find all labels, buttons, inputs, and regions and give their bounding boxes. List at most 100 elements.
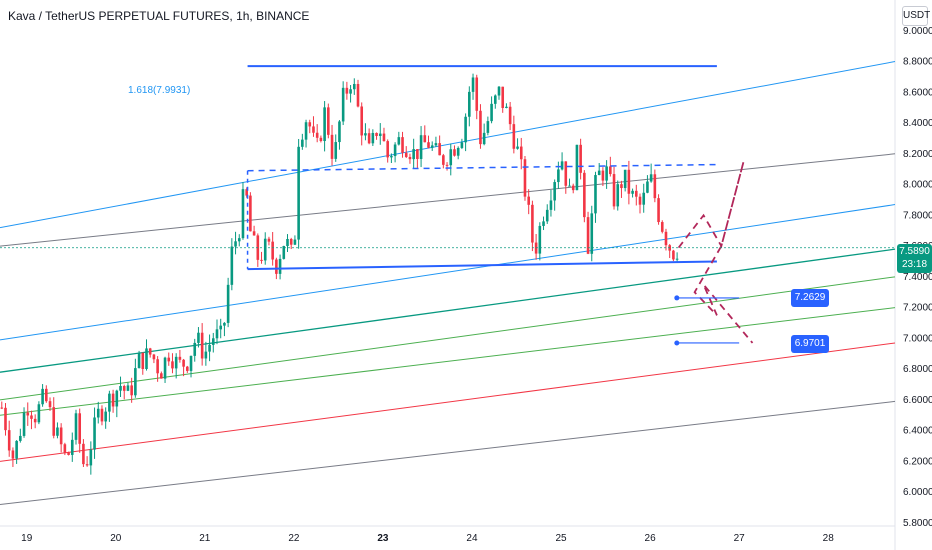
candle-body xyxy=(634,190,638,197)
price-tick-label: 9.0000 xyxy=(903,26,932,37)
price-tick-label: 8.4000 xyxy=(903,118,932,129)
candle-body xyxy=(267,238,271,242)
candle-body xyxy=(275,259,278,274)
candle-body xyxy=(78,413,82,444)
candle-body xyxy=(356,83,360,107)
candle-body xyxy=(278,258,282,274)
candle-body xyxy=(145,348,148,369)
target-price-label-2: 6.9701 xyxy=(791,335,829,353)
candle-body xyxy=(226,284,230,323)
candle-body xyxy=(126,385,130,391)
candle-body xyxy=(189,355,193,371)
candle-body xyxy=(594,175,597,214)
candle-body xyxy=(204,351,208,359)
price-tick-label: 6.6000 xyxy=(903,395,932,406)
candle-body xyxy=(304,122,308,140)
candle-body xyxy=(597,170,601,176)
candle-body xyxy=(397,137,401,145)
candle-body xyxy=(519,146,523,160)
candle-body xyxy=(416,149,419,159)
candle-body xyxy=(30,415,33,419)
currency-selector[interactable]: USDT xyxy=(902,6,930,26)
candle-body xyxy=(59,427,63,445)
candle-body xyxy=(152,354,156,360)
candle-body xyxy=(449,149,453,166)
price-tick-label: 6.2000 xyxy=(903,456,932,467)
candle-body xyxy=(390,156,393,158)
price-tick-label: 8.6000 xyxy=(903,87,932,98)
candle-body xyxy=(382,133,386,142)
candle-body xyxy=(568,185,571,187)
candle-body xyxy=(583,172,586,218)
candle-body xyxy=(119,385,122,391)
candle-body xyxy=(282,246,286,259)
candle-body xyxy=(579,144,582,173)
candle-body xyxy=(186,366,189,371)
price-tick-label: 7.2000 xyxy=(903,303,932,314)
candle-body xyxy=(245,189,248,196)
time-tick-label: 22 xyxy=(288,533,300,544)
candle-body xyxy=(334,142,338,159)
price-tick-label: 7.8000 xyxy=(903,210,932,221)
candle-body xyxy=(434,143,438,146)
target-price-label-1: 7.2629 xyxy=(791,289,829,307)
candle-body xyxy=(367,133,371,144)
price-tick-label: 5.8000 xyxy=(903,518,932,529)
candle-body xyxy=(26,412,30,416)
channel-line-2 xyxy=(0,400,896,505)
candle-body xyxy=(571,185,575,191)
candle-body xyxy=(523,159,527,197)
candle-body xyxy=(338,121,341,143)
candle-body xyxy=(67,452,70,455)
candle-body xyxy=(111,393,115,407)
candle-body xyxy=(319,137,323,142)
candle-body xyxy=(122,385,126,391)
price-tick-label: 7.4000 xyxy=(903,272,932,283)
candle-body xyxy=(386,141,389,158)
target-line-1-anchor xyxy=(674,295,680,301)
candle-body xyxy=(178,356,182,360)
candle-body xyxy=(48,401,52,408)
candle-body xyxy=(323,107,326,142)
price-tick-label: 8.8000 xyxy=(903,57,932,68)
candle-body xyxy=(512,124,516,149)
candle-body xyxy=(134,368,137,396)
candle-body xyxy=(538,225,542,254)
candle-body xyxy=(252,231,256,236)
candle-body xyxy=(100,408,104,422)
channel-line-7 xyxy=(0,307,896,416)
chart-title: Kava / TetherUS PERPETUAL FUTURES, 1h, B… xyxy=(8,9,310,23)
candle-body xyxy=(96,408,100,418)
candle-body xyxy=(215,329,219,339)
candle-body xyxy=(271,241,274,260)
candle-body xyxy=(219,325,223,330)
candle-body xyxy=(63,444,67,453)
candle-body xyxy=(56,427,59,436)
candle-body xyxy=(549,200,553,210)
candle-body xyxy=(490,103,493,122)
candle-body xyxy=(327,107,330,135)
candle-body xyxy=(360,106,364,136)
candle-body xyxy=(616,184,620,207)
candle-body xyxy=(93,417,96,450)
candle-body xyxy=(516,146,519,149)
candle-body xyxy=(564,161,568,186)
candle-body xyxy=(649,174,653,182)
candle-body xyxy=(553,182,556,201)
price-tick-label: 8.2000 xyxy=(903,149,932,160)
time-tick-label: 25 xyxy=(555,533,567,544)
time-tick-label: 27 xyxy=(734,533,746,544)
candle-body xyxy=(482,132,486,145)
candle-body xyxy=(45,388,48,402)
candle-body xyxy=(620,184,623,189)
candle-body xyxy=(130,385,133,396)
candle-body xyxy=(545,209,549,222)
candle-body xyxy=(497,86,501,96)
candle-body xyxy=(612,174,616,207)
candle-body xyxy=(586,217,590,254)
time-tick-label: 26 xyxy=(645,533,657,544)
channel-line-5 xyxy=(0,248,896,373)
candle-body xyxy=(542,221,545,226)
